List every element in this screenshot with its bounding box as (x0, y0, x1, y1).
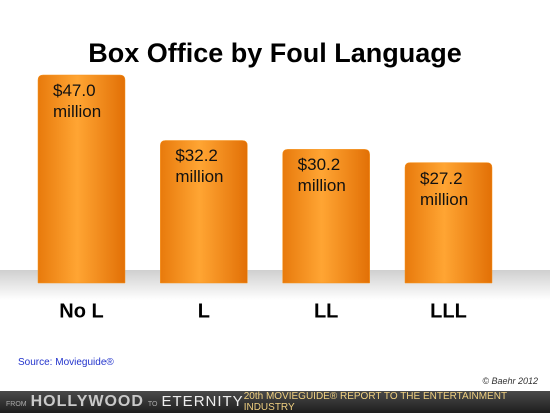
footer-word: HOLLYWOOD (30, 393, 144, 410)
source: Source: Movieguide® (18, 357, 114, 368)
x-tick-label: L (198, 300, 210, 322)
footer-report: 20th MOVIEGUIDE® REPORT TO THE ENTERTAIN… (243, 391, 507, 413)
chart-title: Box Office by Foul Language (88, 38, 462, 68)
bar (282, 149, 370, 284)
value-label: $27.2 million (420, 168, 469, 209)
footer-word: ETERNITY (161, 393, 244, 410)
footer-word: TO (147, 401, 158, 408)
value-label: $30.2 million (297, 155, 346, 196)
footer-word: FROM (6, 401, 27, 408)
footer-brand: FROM HOLLYWOOD TO ETERNITY (6, 393, 244, 411)
footer: FROM HOLLYWOOD TO ETERNITY 20th MOVIEGUI… (0, 391, 550, 413)
x-tick-label: LL (314, 300, 338, 322)
value-label: $32.2 million (175, 146, 224, 187)
x-tick-label: No L (59, 300, 103, 322)
credit: © Baehr 2012 (482, 376, 538, 386)
bar (160, 140, 248, 284)
bar (404, 162, 493, 284)
chart: Box Office by Foul Language No L L LL LLL (0, 38, 550, 322)
x-tick-label: LLL (430, 300, 467, 322)
value-label: $47.0 million (53, 81, 102, 121)
bar (37, 74, 126, 284)
